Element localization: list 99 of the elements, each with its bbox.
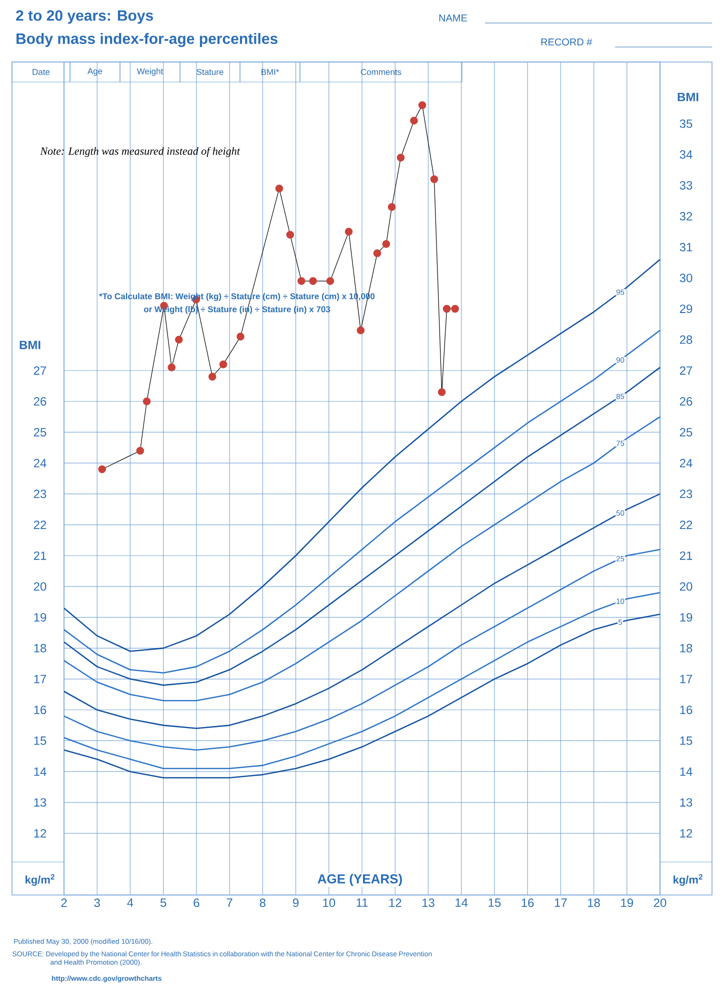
y-tick-label: 18: [34, 644, 46, 652]
text: Date: [32, 69, 50, 75]
y-tick-label: 22: [34, 520, 46, 529]
point: [410, 116, 418, 125]
y2-tick-label: 18: [680, 644, 692, 652]
x-tick-label: 2: [61, 898, 67, 907]
y2-tick-label: 29: [680, 304, 692, 314]
annotation: Note: Length was measured instead of height: [40, 146, 240, 158]
y-axis-title: BMI: [20, 340, 40, 350]
x-tick-label: 4: [127, 898, 134, 907]
y-tick-label: 13: [34, 798, 46, 807]
point: [356, 326, 365, 334]
point: [142, 397, 151, 406]
y-tick-label: 25: [34, 428, 46, 436]
y2-tick-label: 12: [680, 829, 692, 838]
x-tick-label: 17: [554, 898, 567, 907]
y2-tick-label: 21: [680, 551, 692, 560]
point: [326, 277, 334, 285]
x-tick-label: 6: [194, 898, 200, 908]
point: [373, 249, 382, 258]
y2-tick-label: 34: [680, 150, 692, 159]
point: [309, 277, 317, 285]
chart-title: 2 to 20 years: Boys: [16, 10, 153, 24]
y-tick-label: 20: [34, 582, 46, 591]
x-axis-title: AGE (YEARS): [318, 874, 402, 886]
x-tick-label: 5: [160, 898, 166, 907]
point: [286, 230, 294, 239]
y2-tick-label: 24: [680, 458, 692, 468]
y2-tick-label: 27: [680, 366, 692, 375]
point: [136, 446, 144, 455]
y2-tick-label: 22: [680, 520, 692, 529]
x-tick-label: 18: [588, 898, 600, 908]
x-tick-label: 3: [94, 898, 100, 908]
y2-tick-label: 30: [680, 274, 692, 282]
y2-tick-label: 28: [680, 335, 692, 344]
x-tick-label: 15: [488, 898, 501, 907]
y2-tick-label: 13: [680, 798, 692, 807]
x-tick-label: 13: [422, 898, 434, 908]
annotation: Stature: [196, 68, 224, 75]
point: [98, 465, 106, 474]
x-tick-label: 20: [654, 898, 666, 908]
point: [344, 228, 353, 236]
y2-tick-label: 33: [680, 181, 692, 190]
x-tick-label: 10: [323, 898, 336, 908]
y2-tick-label: 15: [680, 736, 692, 745]
text: RECORD #: [541, 38, 592, 46]
y2-tick-label: 17: [680, 674, 692, 684]
y2-tick-label: 26: [680, 397, 692, 406]
y-tick-label: 12: [34, 829, 46, 838]
text: kg/m$^{2}$: [674, 874, 702, 886]
y2-tick-label: 31: [680, 242, 692, 252]
annotation: Weight: [136, 68, 164, 76]
x-tick-label: 7: [226, 898, 232, 907]
y-tick-label: 21: [34, 551, 46, 560]
y2-tick-label: 23: [680, 490, 692, 498]
x-tick-label: 16: [522, 898, 534, 908]
x-tick-label: 19: [621, 898, 633, 908]
annotation: Comments: [360, 68, 402, 75]
text: kg/m$^{2}$: [26, 874, 54, 886]
annotation: Age: [87, 68, 102, 76]
y2-tick-label: 19: [680, 613, 692, 622]
point: [430, 175, 438, 184]
y2-tick-label: 32: [680, 212, 692, 220]
point: [418, 101, 426, 110]
point: [168, 364, 176, 372]
y2-tick-label: 25: [680, 428, 692, 436]
y2-tick-label: 14: [680, 767, 692, 776]
y-tick-label: 16: [34, 706, 46, 714]
point: [396, 154, 405, 162]
point: [442, 304, 451, 313]
y-tick-label: 26: [34, 397, 46, 406]
point: [275, 184, 284, 192]
y-tick-label: 19: [34, 613, 46, 622]
chart-subtitle: Body mass index-for-age percentiles: [16, 32, 278, 48]
y2-tick-label: 20: [680, 582, 692, 591]
point: [219, 360, 228, 368]
point: [438, 388, 446, 396]
point: [451, 304, 459, 313]
point: [298, 277, 306, 285]
x-tick-label: 9: [293, 898, 299, 908]
x-tick-label: 12: [389, 898, 402, 907]
point: [174, 336, 183, 344]
x-tick-label: 14: [456, 898, 468, 907]
y-tick-label: 17: [34, 674, 46, 684]
point: [382, 240, 390, 248]
x-tick-label: 11: [356, 898, 368, 907]
y-tick-label: 24: [34, 458, 46, 468]
point: [208, 372, 216, 381]
y2-tick-label: 35: [680, 119, 692, 128]
y2-tick-label: 16: [680, 706, 692, 714]
text: NAME: [439, 14, 467, 22]
y-tick-label: 15: [34, 736, 46, 745]
point: [388, 203, 396, 211]
point: [236, 332, 244, 340]
y2-axis-title: BMI: [678, 92, 698, 102]
y-tick-label: 27: [34, 366, 46, 375]
y-tick-label: 14: [34, 767, 46, 776]
x-tick-label: 8: [260, 898, 266, 908]
y-tick-label: 23: [34, 490, 46, 498]
